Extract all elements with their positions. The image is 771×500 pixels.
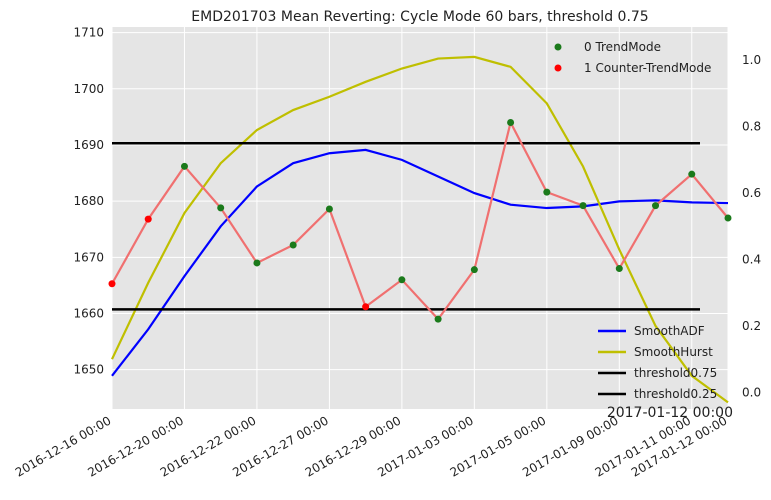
legend-mode: 0 TrendMode 1 Counter-TrendMode <box>554 40 711 75</box>
legend-label: threshold0.75 <box>634 366 717 380</box>
price-point <box>652 202 660 210</box>
chart-title: EMD201703 Mean Reverting: Cycle Mode 60 … <box>191 9 648 25</box>
y-tick-label-right: 0.4 <box>742 253 761 267</box>
price-point <box>579 202 587 210</box>
price-point <box>434 315 442 323</box>
legend-label: SmoothHurst <box>634 345 713 359</box>
y-tick-label-right: 0.0 <box>742 385 761 399</box>
legend-label: 0 TrendMode <box>584 40 661 54</box>
price-point <box>325 205 333 213</box>
price-point <box>108 280 116 288</box>
y-tick-label-right: 0.2 <box>742 319 761 333</box>
legend-label: 1 Counter-TrendMode <box>584 61 711 75</box>
price-point <box>724 214 732 222</box>
y-tick-label-left: 1660 <box>73 307 104 321</box>
y-tick-label-left: 1680 <box>73 194 104 208</box>
price-series <box>108 119 732 323</box>
price-point <box>180 162 188 170</box>
legend-label: SmoothADF <box>634 324 705 338</box>
price-point <box>688 170 696 178</box>
grid <box>111 27 729 409</box>
y-tick-label-left: 1700 <box>73 82 104 96</box>
y-tick-label-right: 0.6 <box>742 186 761 200</box>
legend-label: threshold0.25 <box>634 387 717 401</box>
y-tick-label-right: 0.8 <box>742 120 761 134</box>
legend-marker <box>554 43 562 51</box>
price-point <box>289 241 297 249</box>
price-point <box>144 215 152 223</box>
oscillator-series <box>111 55 729 404</box>
legend-marker <box>554 64 562 72</box>
price-point <box>253 259 261 267</box>
price-point <box>543 188 551 196</box>
y-tick-label-right: 1.0 <box>742 53 761 67</box>
y-tick-label-left: 1690 <box>73 138 104 152</box>
price-point <box>362 303 370 311</box>
price-point <box>507 119 515 126</box>
price-line <box>111 119 729 321</box>
y-tick-label-left: 1670 <box>73 250 104 264</box>
price-point <box>398 276 406 284</box>
annotation-date: 2017-01-12 00:00 <box>607 405 733 421</box>
y-tick-label-left: 1650 <box>73 363 104 377</box>
series-line-smoothadf <box>111 148 729 377</box>
y-tick-label-left: 1710 <box>73 26 104 40</box>
series-line-smoothhurst <box>111 55 729 404</box>
price-point <box>615 265 623 273</box>
price-point <box>217 204 225 212</box>
plot-background <box>112 27 728 409</box>
legend-lines: SmoothADF SmoothHurst threshold0.75 thresho… <box>598 324 717 401</box>
price-point <box>470 266 478 274</box>
